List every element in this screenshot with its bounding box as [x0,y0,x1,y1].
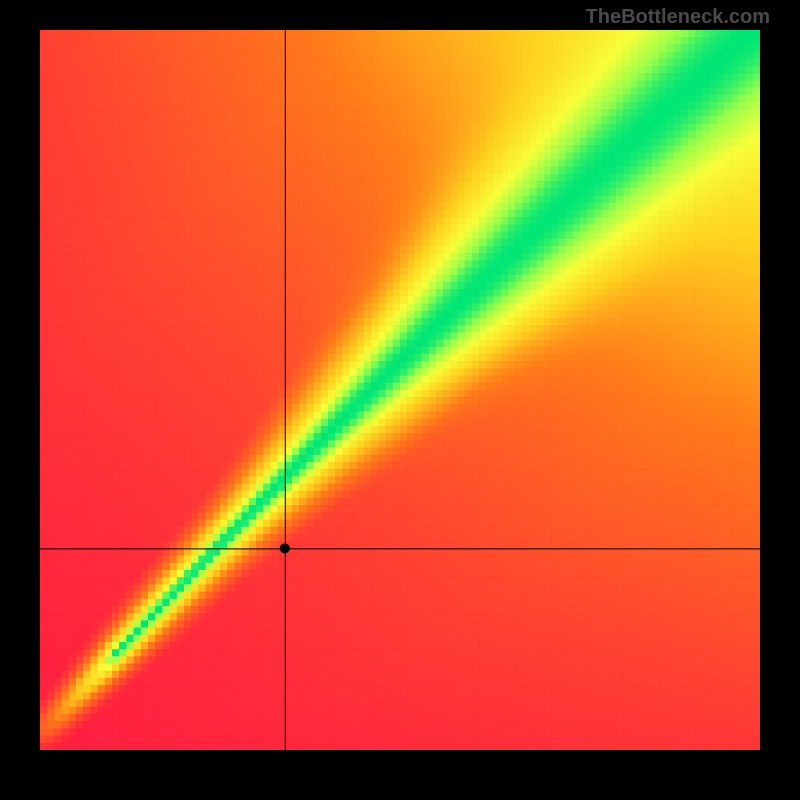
watermark-text: TheBottleneck.com [586,6,770,29]
chart-container: TheBottleneck.com [0,0,800,800]
bottleneck-heatmap [40,30,760,750]
